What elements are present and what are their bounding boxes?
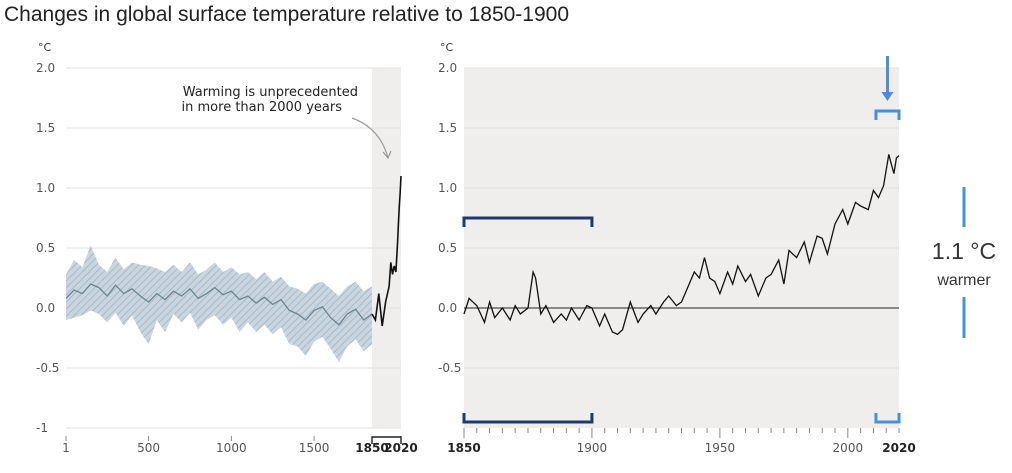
annotation-line-2: in more than 2000 years (182, 100, 343, 115)
y-tick-label: 1.5 (36, 121, 55, 135)
y-tick-label: 0.0 (438, 301, 457, 315)
annotation-arrow (351, 117, 392, 160)
y-tick-label: 0.5 (438, 241, 457, 255)
y-tick-label: 2.0 (438, 61, 457, 75)
x-tick-label: 1 (62, 441, 70, 455)
right-gridlines (464, 67, 899, 369)
x-axis-bracket-1850-2020 (371, 436, 402, 444)
down-arrow-icon (881, 56, 894, 101)
x-tick-label: 1900 (577, 441, 608, 455)
y-tick-label: -1 (36, 421, 48, 435)
reference-period-bracket-bottom (462, 413, 594, 424)
warming-text: warmer (936, 272, 991, 289)
y-tick-label: 2.0 (36, 61, 55, 75)
left-gridlines (66, 67, 401, 429)
right-y-ticks: 2.0 1.5 1.0 0.5 0.0 -0.5 (438, 61, 461, 375)
right-chart: 2.0 1.5 1.0 0.5 0.0 -0.5 1850 1900 1950 2000 2020… (438, 41, 916, 455)
x-tick-label: 2020 (384, 441, 417, 455)
recent-period-bracket-top (874, 109, 901, 120)
warming-amount-label: 1.1 °C warmer (932, 187, 996, 338)
left-chart: 2.01.51.00.50.0-0.5-1 1 500 1000 1500 185020… (36, 41, 418, 455)
y-tick-label: 1.5 (438, 121, 457, 135)
right-y-unit: °C (440, 41, 454, 54)
x-tick-label: 1850 (355, 441, 388, 455)
page-title: Changes in global surface temperature re… (4, 3, 570, 26)
x-tick-label: 1500 (299, 441, 330, 455)
x-tick-label: 1000 (216, 441, 247, 455)
reference-period-bracket-top (462, 216, 594, 227)
x-tick-label: 2020 (882, 441, 915, 455)
x-tick-label: 2000 (833, 441, 864, 455)
y-tick-label: -0.5 (438, 361, 461, 375)
paleo-series-line (65, 283, 373, 326)
y-tick-label: 1.0 (36, 181, 55, 195)
y-tick-label: 0.0 (36, 301, 55, 315)
y-tick-label: 1.0 (438, 181, 457, 195)
right-x-ticks: 1850 1900 1950 2000 2020 (447, 428, 916, 455)
left-y-unit: °C (38, 41, 52, 54)
y-tick-label: 0.5 (36, 241, 55, 255)
annual-temperature-line (463, 154, 900, 336)
instrumental-series-line (371, 175, 402, 327)
warming-value: 1.1 °C (932, 238, 996, 264)
uncertainty-band (66, 245, 372, 362)
x-tick-label: 500 (137, 441, 160, 455)
x-tick-label: 1950 (705, 441, 736, 455)
y-tick-label: -0.5 (36, 361, 59, 375)
x-tick-label: 1850 (447, 441, 480, 455)
recent-period-bracket-bottom (874, 413, 901, 424)
left-y-ticks: 2.0 1.5 1.0 0.5 0.0 -0.5 -1 (36, 61, 59, 435)
annotation-line-1: Warming is unprecedented (183, 85, 358, 100)
